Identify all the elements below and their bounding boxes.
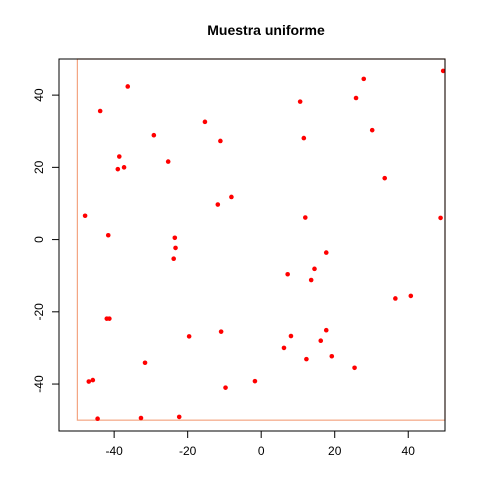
x-tick-label-4: 40 <box>402 444 416 458</box>
chart-title: Muestra uniforme <box>207 22 325 38</box>
data-point-3 <box>353 95 359 101</box>
data-point-39 <box>329 353 335 359</box>
data-point-14 <box>115 166 121 172</box>
y-tick-label-3: 20 <box>32 160 46 174</box>
data-point-10 <box>218 138 223 144</box>
data-point-23 <box>173 245 178 251</box>
data-point-46 <box>223 385 228 390</box>
data-point-22 <box>172 235 178 241</box>
data-point-6 <box>202 119 208 125</box>
data-point-32 <box>107 316 112 321</box>
data-point-24 <box>323 250 329 255</box>
data-point-30 <box>393 296 398 301</box>
plot-frame <box>58 58 446 432</box>
data-point-37 <box>318 338 324 344</box>
y-tick-label-4: 40 <box>32 88 46 102</box>
x-tick-label-1: -20 <box>179 444 197 458</box>
data-point-43 <box>90 377 96 383</box>
axes: -40 -20 0 20 40 -40 -20 0 20 40 <box>32 58 446 458</box>
data-point-19 <box>303 215 308 220</box>
data-point-48 <box>138 415 144 421</box>
data-point-13 <box>121 165 127 170</box>
data-point-44 <box>86 379 92 384</box>
data-point-33 <box>323 327 329 333</box>
data-point-12 <box>165 159 171 164</box>
data-point-18 <box>82 213 88 219</box>
data-point-17 <box>215 202 221 207</box>
data-point-20 <box>438 215 443 221</box>
plot-area <box>76 58 446 422</box>
data-point-36 <box>186 334 192 339</box>
data-point-34 <box>218 329 224 334</box>
data-point-41 <box>142 360 148 366</box>
sampling-region-rect <box>76 58 446 421</box>
data-point-5 <box>97 108 103 114</box>
data-point-26 <box>312 266 317 272</box>
data-point-27 <box>285 271 290 277</box>
data-point-2 <box>125 84 131 89</box>
data-point-40 <box>304 356 309 362</box>
data-point-8 <box>151 132 157 138</box>
y-tick-label-2: 0 <box>32 236 46 243</box>
y-tick-label-1: -20 <box>32 303 46 321</box>
data-point-25 <box>171 256 176 262</box>
data-point-21 <box>105 232 111 238</box>
data-point-38 <box>281 345 287 351</box>
data-point-28 <box>308 277 314 283</box>
x-tick-label-3: 20 <box>328 444 342 458</box>
data-point-35 <box>288 333 294 339</box>
data-point-47 <box>95 416 100 422</box>
data-point-49 <box>176 414 182 420</box>
data-point-7 <box>369 127 375 133</box>
x-tick-label-0: -40 <box>105 444 123 458</box>
data-point-1 <box>361 76 367 82</box>
data-point-11 <box>116 154 122 159</box>
data-point-42 <box>352 365 357 371</box>
data-point-16 <box>229 194 234 200</box>
data-point-0 <box>440 68 446 74</box>
y-tick-label-0: -40 <box>32 375 46 393</box>
x-tick-label-2: 0 <box>258 444 265 458</box>
data-point-9 <box>301 135 307 141</box>
data-point-4 <box>297 99 303 104</box>
data-point-15 <box>382 175 388 181</box>
data-point-29 <box>408 293 414 299</box>
data-point-45 <box>252 378 258 384</box>
